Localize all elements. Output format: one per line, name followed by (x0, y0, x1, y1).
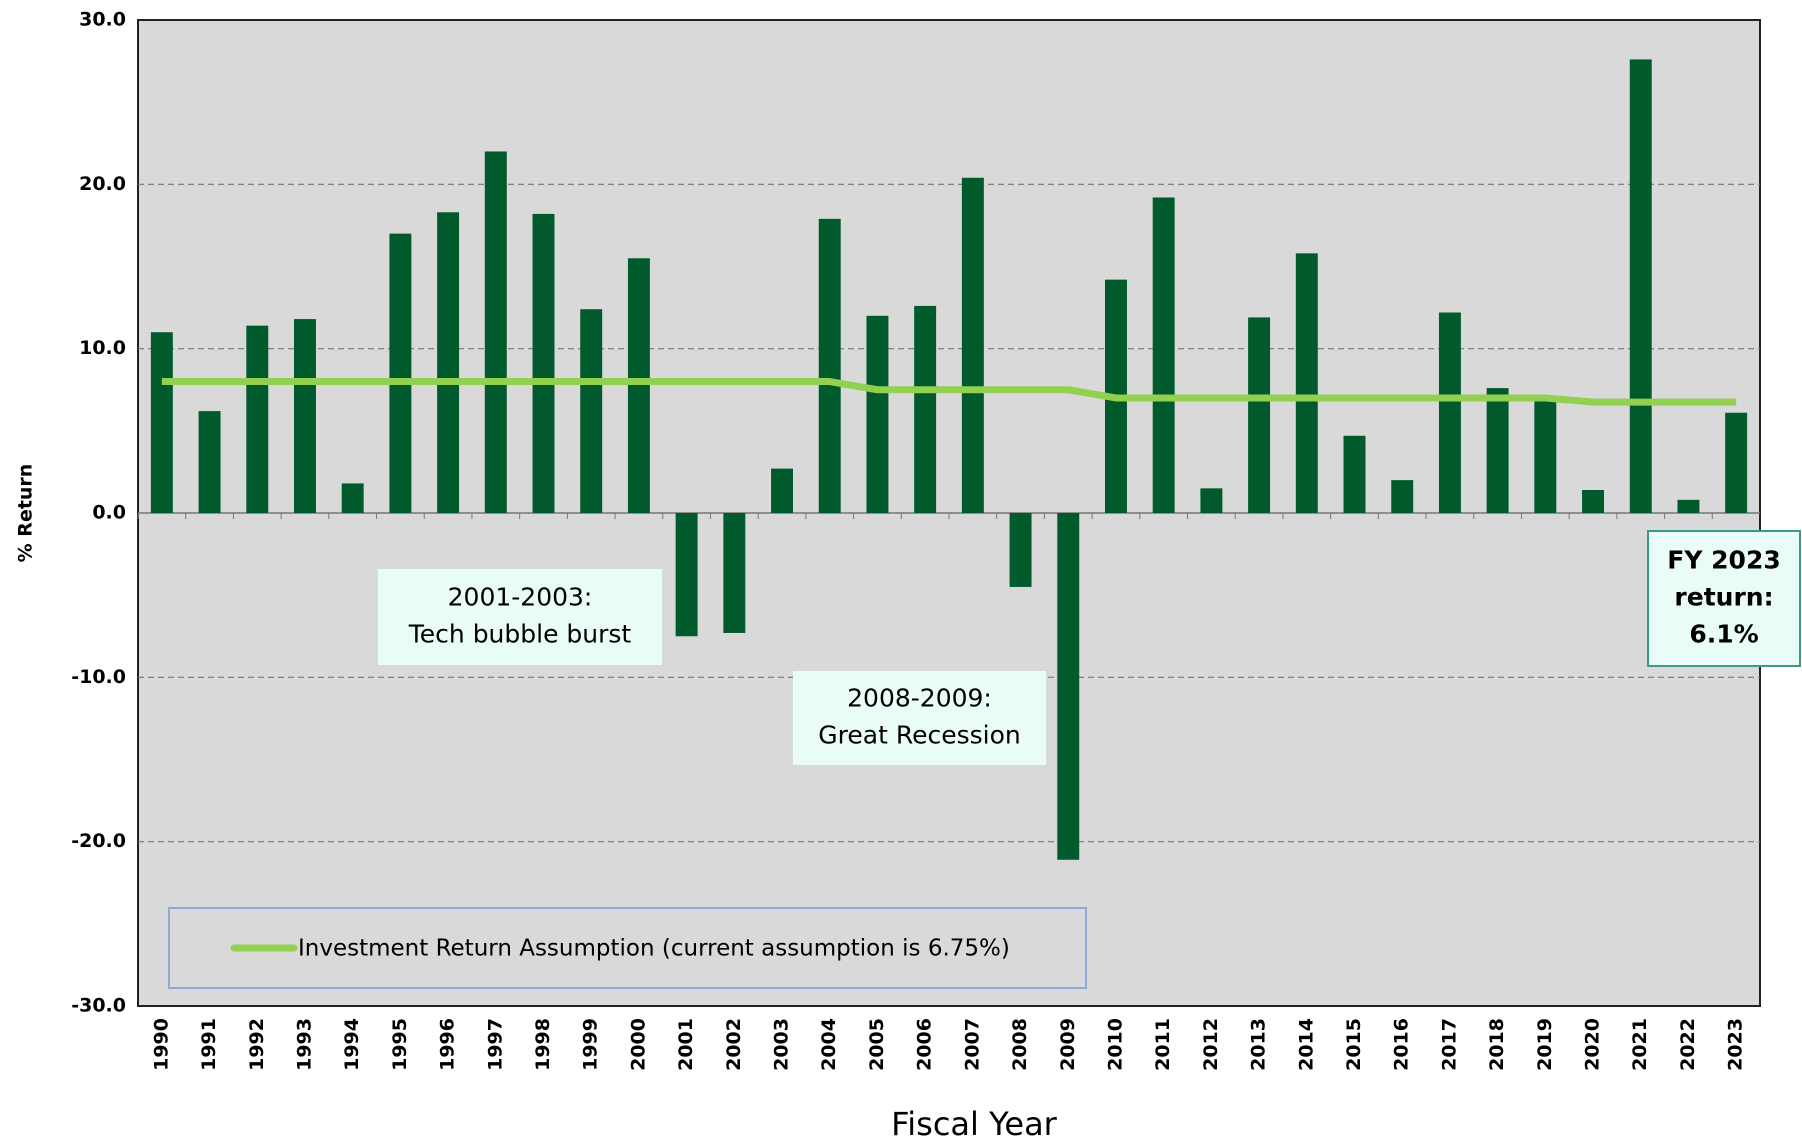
legend-label: Investment Return Assumption (current as… (298, 936, 1010, 962)
x-tick-label: 1998 (532, 1018, 554, 1071)
x-tick-label: 2012 (1200, 1018, 1222, 1071)
bar (580, 309, 603, 513)
x-tick-label: 2020 (1582, 1018, 1604, 1071)
x-tick-label: 1999 (580, 1018, 602, 1071)
bar (150, 332, 173, 513)
bar (914, 305, 937, 513)
bar (1391, 480, 1414, 513)
annotation-box (1647, 530, 1801, 667)
x-tick-label: 2006 (914, 1018, 936, 1071)
bar (1343, 435, 1366, 513)
bar (961, 177, 984, 513)
x-tick-label: 1991 (198, 1018, 220, 1071)
annotation-box (793, 671, 1046, 765)
x-tick-label: 2007 (961, 1018, 983, 1071)
bar (293, 319, 316, 513)
assumption-line (161, 378, 1737, 406)
x-tick-label: 2022 (1677, 1018, 1699, 1071)
bar (1725, 412, 1748, 513)
x-tick-label: 1993 (293, 1018, 315, 1071)
bar (484, 151, 507, 513)
annotation-text: 2008-2009: (847, 684, 992, 713)
x-tick-label: 2010 (1104, 1018, 1126, 1071)
bar (389, 233, 412, 513)
x-tick-label: 2005 (866, 1018, 888, 1071)
bar (1629, 59, 1652, 513)
x-tick-label: 2009 (1057, 1018, 1079, 1071)
bar (1677, 499, 1700, 513)
bar (341, 483, 364, 513)
bar (1248, 317, 1271, 513)
y-tick-label: 20.0 (79, 173, 126, 195)
x-tick-label: 2004 (818, 1018, 840, 1071)
y-tick-label: 30.0 (79, 9, 126, 31)
x-tick-label: 1997 (484, 1018, 506, 1071)
bar (1438, 312, 1461, 513)
bar (866, 315, 889, 513)
bar (1486, 388, 1509, 513)
y-tick-label: -20.0 (71, 830, 126, 852)
annotation-text: Great Recession (818, 721, 1020, 750)
x-axis-label: Fiscal Year (891, 1105, 1058, 1143)
x-tick-label: 2002 (723, 1018, 745, 1071)
x-tick-label: 1990 (150, 1018, 172, 1071)
bar (1582, 489, 1605, 513)
bar (1009, 513, 1032, 587)
annotation-text: return: (1674, 583, 1773, 612)
x-tick-label: 2001 (675, 1018, 697, 1071)
bar (1200, 488, 1223, 513)
x-tick-label: 2016 (1391, 1018, 1413, 1071)
y-tick-label: -30.0 (71, 995, 126, 1017)
x-tick-label: 2003 (771, 1018, 793, 1071)
x-tick-label: 2018 (1486, 1018, 1508, 1071)
x-tick-label: 2019 (1534, 1018, 1556, 1071)
x-tick-label: 1994 (341, 1018, 363, 1071)
x-tick-label: 2017 (1438, 1018, 1460, 1071)
bar (532, 213, 555, 513)
x-tick-label: 2013 (1248, 1018, 1270, 1071)
annotation-box (378, 569, 662, 665)
y-tick-label: -10.0 (71, 666, 126, 688)
x-tick-label: 2014 (1295, 1018, 1317, 1071)
annotation-text: 6.1% (1689, 620, 1758, 649)
bar (437, 212, 460, 513)
bar (1295, 253, 1318, 513)
bar (723, 513, 746, 633)
annotation-text: Tech bubble burst (408, 620, 632, 649)
y-tick-label: 0.0 (92, 502, 126, 524)
bar (675, 513, 698, 637)
bar (1057, 513, 1080, 860)
legend-box (168, 907, 1087, 989)
bar (198, 411, 221, 513)
x-tick-label: 2011 (1152, 1018, 1174, 1071)
annotation-text: 2001-2003: (448, 583, 593, 612)
x-tick-label: 2000 (627, 1018, 649, 1071)
x-tick-label: 1995 (389, 1018, 411, 1071)
bar (246, 325, 269, 513)
x-tick-label: 1992 (246, 1018, 268, 1071)
bar (771, 468, 794, 513)
y-axis-label: % Return (15, 464, 37, 563)
x-tick-label: 1996 (437, 1018, 459, 1071)
x-tick-label: 2008 (1009, 1018, 1031, 1071)
y-tick-label: 10.0 (79, 337, 126, 359)
annotation-text: FY 2023 (1667, 546, 1780, 575)
bar (1534, 397, 1557, 513)
bar (1152, 197, 1175, 514)
x-tick-label: 2023 (1725, 1018, 1747, 1071)
x-tick-label: 2015 (1343, 1018, 1365, 1071)
bar (818, 218, 841, 514)
bar (627, 258, 650, 513)
x-tick-label: 2021 (1629, 1018, 1651, 1071)
